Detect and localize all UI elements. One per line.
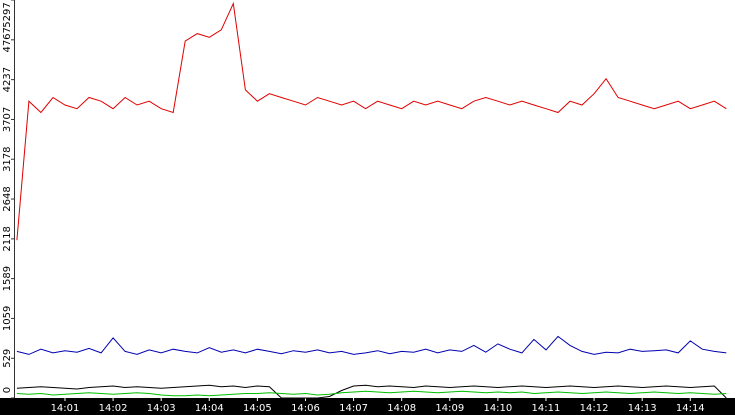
y-tick-label: 1059 xyxy=(2,306,13,331)
x-tick-label: 14:05 xyxy=(243,403,272,414)
series-line xyxy=(16,335,727,355)
y-tick-label: 3178 xyxy=(2,146,13,171)
y-tick-label: 1589 xyxy=(2,266,13,291)
x-axis-band xyxy=(0,398,735,415)
x-tick-label: 14:11 xyxy=(532,403,561,414)
x-tick-label: 14:13 xyxy=(628,403,657,414)
x-tick-label: 14:08 xyxy=(387,403,416,414)
x-tick-label: 14:03 xyxy=(147,403,176,414)
y-tick-label: 4767 xyxy=(2,27,13,52)
y-tick-label: 3707 xyxy=(2,107,13,132)
x-tick-label: 14:01 xyxy=(51,403,80,414)
y-tick-label: 0 xyxy=(2,387,13,393)
x-tick-label: 14:04 xyxy=(195,403,224,414)
series-line xyxy=(16,390,727,397)
y-tick-label: 2118 xyxy=(2,226,13,251)
y-tick-label: 5297 xyxy=(2,2,13,27)
x-tick-label: 14:09 xyxy=(435,403,464,414)
x-tick-label: 14:02 xyxy=(99,403,128,414)
x-tick-label: 14:14 xyxy=(676,403,705,414)
x-tick-label: 14:07 xyxy=(339,403,368,414)
series-line xyxy=(16,1,727,241)
y-tick-label: 2648 xyxy=(2,186,13,211)
x-tick-label: 14:12 xyxy=(580,403,609,414)
y-tick-label: 4237 xyxy=(2,67,13,92)
x-tick-label: 14:06 xyxy=(291,403,320,414)
series-line xyxy=(16,384,727,399)
y-tick-label: 529 xyxy=(2,349,13,368)
x-tick-label: 14:10 xyxy=(483,403,512,414)
